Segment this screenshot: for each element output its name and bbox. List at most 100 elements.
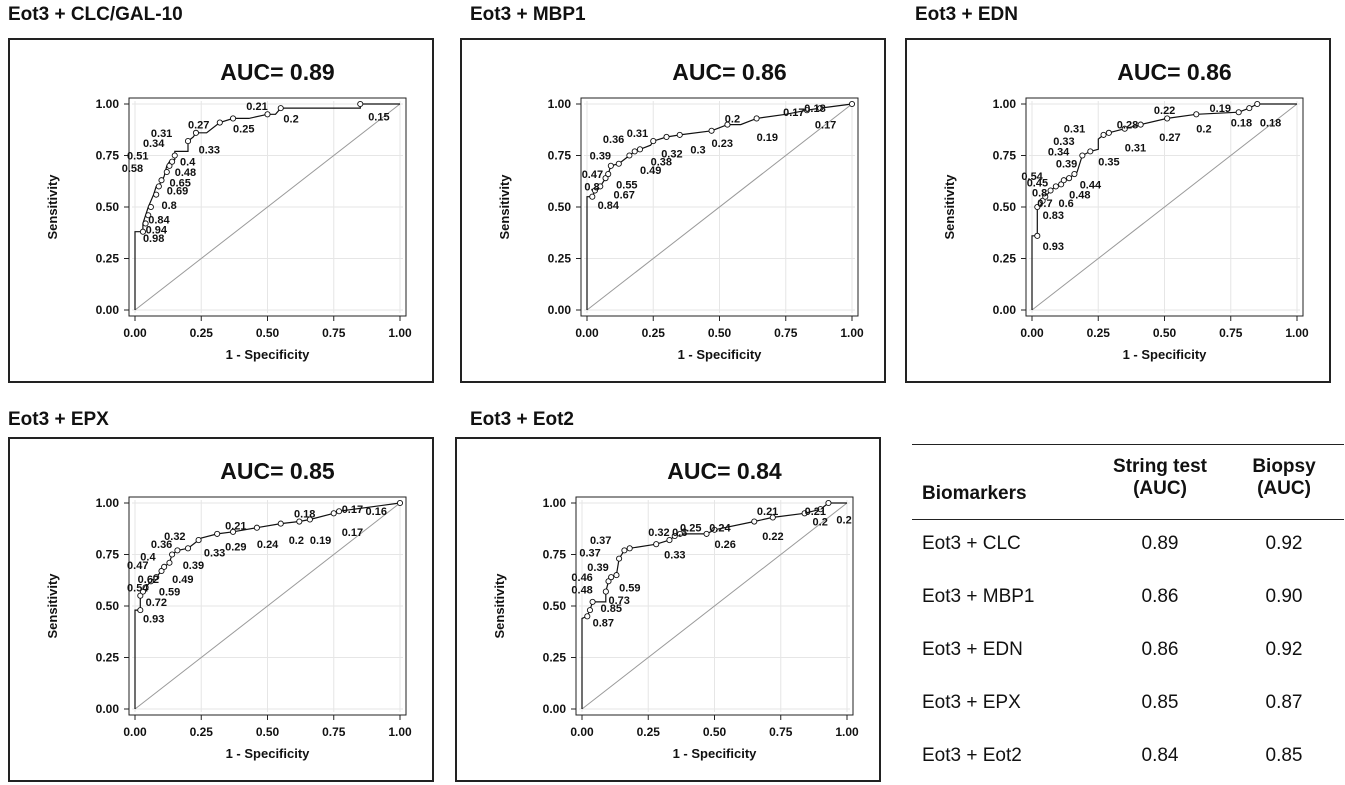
threshold-point [616,555,623,562]
x-tick-label: 0.00 [1020,326,1044,340]
threshold-point [615,160,622,167]
threshold-point [142,220,149,227]
y-tick-label: 1.00 [993,97,1017,111]
y-axis-label: Sensitivity [497,174,512,240]
header-string-line2: (AUC) [1133,478,1187,499]
threshold-label: 0.83 [1043,210,1064,222]
threshold-point [1066,175,1073,182]
threshold-point [602,588,609,595]
threshold-point [147,578,154,585]
y-tick-label: 0.00 [543,702,567,716]
y-tick-label: 0.75 [548,149,572,163]
threshold-label: 0.37 [590,535,611,547]
x-tick-label: 0.25 [637,725,661,739]
threshold-point [650,138,657,145]
header-string-line1: String test [1113,456,1207,477]
x-tick-label: 1.00 [840,326,864,340]
roc-panel-epx: AUC= 0.85 0.00 0.00 0.25 0.25 0.50 0.50 0.75 0.7… [8,437,434,782]
threshold-label: 0.28 [1117,120,1138,132]
threshold-point [724,121,731,128]
threshold-label: 0.6 [1059,198,1074,210]
threshold-label: 0.19 [1210,103,1231,115]
threshold-point [769,514,776,521]
row-biopsy-auc: 0.85 [1265,745,1303,766]
auc-table-header: Biomarkers String test (AUC) Biopsy (AUC… [912,444,1344,520]
threshold-point [817,506,824,513]
x-tick-label: 0.25 [642,326,666,340]
threshold-point [584,613,591,620]
threshold-label: 0.34 [1048,146,1070,158]
threshold-point [1034,203,1041,211]
threshold-label: 0.7 [1037,198,1052,210]
threshold-label: 0.45 [1027,177,1048,189]
roc-curve [1031,103,1297,310]
threshold-label: 0.18 [804,103,825,115]
threshold-label: 0.24 [709,523,731,535]
y-tick-label: 1.00 [548,97,572,111]
y-tick-label: 0.75 [96,548,120,562]
panel-title-edn: Eot3 + EDN [915,4,1018,25]
x-tick-label: 0.50 [703,725,727,739]
auc-label: AUC= 0.84 [667,458,782,484]
threshold-label: 0.33 [199,144,220,156]
threshold-point [1052,183,1059,190]
threshold-label: 0.3 [690,144,705,156]
threshold-label: 0.39 [183,560,204,572]
y-axis-label: Sensitivity [45,573,60,639]
threshold-label: 0.27 [1159,132,1180,144]
row-biopsy-auc: 0.92 [1265,639,1303,660]
x-tick-label: 0.75 [322,326,346,340]
y-tick-label: 0.25 [548,252,572,266]
threshold-point [703,530,710,537]
threshold-point [1246,105,1253,112]
threshold-point [171,152,178,159]
threshold-label: 0.23 [712,138,733,150]
threshold-point [711,526,718,533]
threshold-label: 0.44 [1080,179,1102,191]
threshold-point [751,518,758,525]
table-row: Eot3 + EPX 0.85 0.87 [912,679,1344,732]
threshold-point [166,162,173,169]
threshold-label: 0.19 [757,132,778,144]
threshold-point [153,574,160,581]
threshold-label: 0.32 [661,148,682,160]
threshold-label: 0.32 [164,531,185,543]
threshold-point [1100,131,1107,138]
x-tick-label: 1.00 [388,326,412,340]
threshold-label: 0.21 [225,521,246,533]
row-biomarker: Eot3 + CLC [922,533,1021,554]
threshold-label: 0.24 [257,539,279,551]
threshold-label: 0.48 [1069,190,1090,202]
threshold-point [708,127,715,134]
y-tick-label: 0.75 [993,149,1017,163]
threshold-label: 0.58 [122,163,143,175]
threshold-point [158,567,165,575]
auc-label: AUC= 0.85 [220,458,335,484]
x-tick-label: 0.25 [190,725,214,739]
threshold-point [1047,187,1054,194]
y-tick-label: 0.75 [543,548,567,562]
roc-chart-svg: AUC= 0.89 0.000.00 0.25 0.25 0.50 0.50 0.75 0.7… [45,59,412,362]
threshold-point [169,551,176,558]
x-tick-label: 0.75 [774,326,798,340]
threshold-point [137,592,144,599]
threshold-label: 0.25 [680,523,701,535]
row-biomarker: Eot3 + MBP1 [922,586,1035,607]
threshold-label: 0.33 [204,547,225,559]
y-tick-label: 1.00 [543,496,567,510]
threshold-point [195,537,202,544]
threshold-label: 0.21 [805,506,826,518]
threshold-label: 0.29 [225,541,246,553]
threshold-point [666,537,673,544]
threshold-point [145,212,152,219]
threshold-point [753,115,760,122]
x-tick-label: 1.00 [1285,326,1309,340]
threshold-point [676,131,683,138]
y-tick-label: 0.00 [96,303,120,317]
panel-title-mbp1: Eot3 + MBP1 [470,4,586,25]
y-tick-label: 0.25 [543,651,567,665]
threshold-label: 0.31 [1064,124,1085,136]
threshold-point [621,547,628,554]
threshold-point [296,518,303,525]
row-biomarker: Eot3 + EDN [922,639,1023,660]
